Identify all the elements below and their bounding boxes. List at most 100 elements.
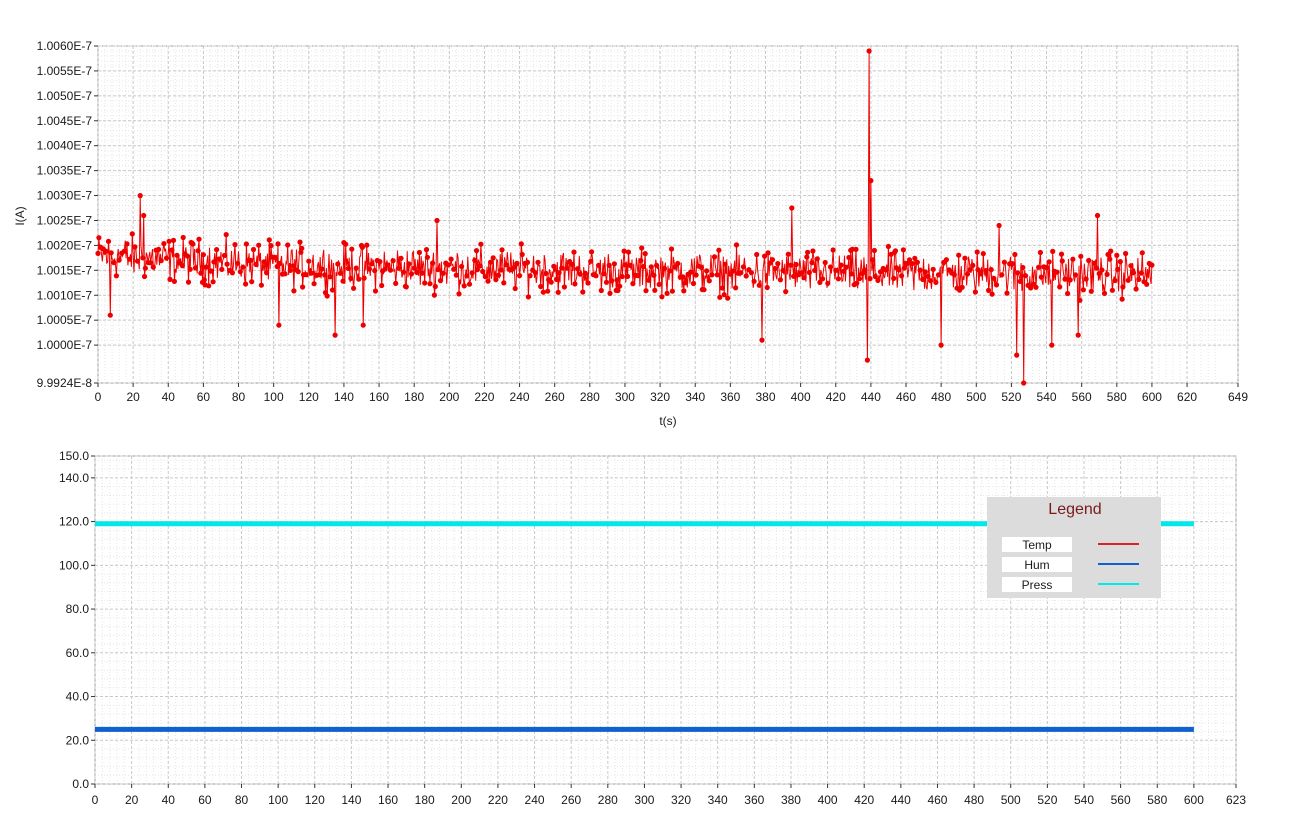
current-data-point (669, 288, 676, 294)
x-tick-label: 623 (1226, 793, 1246, 807)
x-tick-label: 200 (451, 793, 471, 807)
x-tick-label: 60 (198, 793, 212, 807)
current-data-point (532, 270, 539, 276)
current-data-point (1136, 276, 1142, 282)
current-data-point (256, 242, 262, 248)
current-data-point (1112, 277, 1118, 284)
x-tick-label: 340 (708, 793, 728, 807)
current-data-point (1033, 284, 1039, 290)
x-tick-label: 280 (598, 793, 618, 807)
current-data-point (983, 268, 989, 274)
current-data-point (187, 266, 193, 272)
current-data-point (369, 261, 375, 267)
current-data-point (287, 267, 293, 273)
x-tick-label: 220 (488, 793, 508, 807)
current-data-point (672, 264, 678, 270)
current-data-point (277, 260, 283, 267)
current-data-point (141, 273, 148, 280)
x-tick-label: 120 (305, 793, 325, 807)
current-data-point (733, 242, 740, 248)
current-data-point (989, 291, 995, 297)
current-data-point (387, 267, 394, 273)
x-tick-label: 220 (474, 390, 494, 404)
current-data-point (445, 262, 451, 268)
y-tick-label: 150.0 (59, 449, 89, 463)
current-data-point (237, 269, 243, 275)
current-data-point (511, 264, 517, 270)
current-data-point (933, 279, 939, 285)
current-data-point (348, 275, 354, 281)
current-data-point (390, 258, 396, 264)
current-data-point (809, 260, 815, 266)
current-data-point (917, 267, 923, 273)
current-data-point (709, 272, 715, 278)
current-data-point (614, 277, 620, 283)
current-data-point (681, 288, 687, 294)
current-data-point (332, 332, 338, 338)
current-data-point (1107, 256, 1113, 262)
y-tick-label: 1.0025E-7 (37, 213, 93, 227)
current-data-point (864, 357, 871, 363)
current-data-point (962, 255, 968, 261)
current-data-point (920, 276, 926, 282)
current-data-point (185, 253, 191, 259)
current-data-point (856, 276, 863, 282)
current-data-point (322, 272, 328, 278)
x-tick-label: 160 (369, 390, 389, 404)
current-data-point (841, 268, 847, 274)
current-data-point (1021, 380, 1027, 386)
current-data-point (1120, 284, 1126, 290)
y-tick-label: 1.0010E-7 (37, 288, 93, 302)
current-data-point (105, 238, 112, 244)
x-tick-label: 0 (95, 390, 102, 404)
current-data-point (1059, 258, 1065, 264)
x-tick-label: 380 (755, 390, 775, 404)
legend-label-hum: Hum (1024, 558, 1049, 572)
current-data-point (777, 277, 784, 283)
legend: Legend Temp Hum Press (987, 497, 1161, 598)
current-data-point (725, 295, 731, 301)
current-data-point (1014, 352, 1020, 358)
current-data-point (456, 291, 462, 297)
current-data-point (656, 281, 662, 287)
current-data-point (185, 279, 192, 285)
current-data-point (163, 255, 170, 261)
current-data-point (654, 262, 660, 268)
current-data-point (276, 322, 282, 328)
environment-chart-y-ticks: 0.0 20.0 40.0 60.0 80.0 100.0 120.0 140.0 150.0 (59, 449, 95, 791)
current-data-point (582, 270, 589, 276)
current-data-point (459, 263, 465, 270)
current-data-point (432, 283, 438, 290)
current-data-point (814, 256, 820, 262)
x-tick-label: 260 (561, 793, 581, 807)
current-data-point (203, 264, 209, 270)
x-tick-label: 500 (966, 390, 986, 404)
current-data-point (717, 294, 723, 300)
current-data-point (299, 245, 305, 251)
current-data-point (543, 270, 549, 277)
current-data-point (993, 282, 1000, 288)
current-data-point (466, 281, 473, 287)
current-data-point (1144, 281, 1150, 287)
current-data-point (615, 287, 621, 294)
current-data-point (896, 267, 902, 273)
current-data-point (490, 255, 496, 261)
current-data-point (561, 284, 568, 290)
current-data-point (295, 269, 301, 275)
current-data-point (229, 270, 235, 276)
current-data-point (843, 264, 849, 270)
current-data-point (598, 287, 604, 294)
environment-chart-x-ticks: 0 20 40 60 80 100 120 140 160 180 200 220 240 260 280 3… (92, 784, 1246, 807)
current-data-point (434, 217, 440, 224)
x-tick-label: 340 (685, 390, 705, 404)
current-data-point (512, 285, 518, 292)
current-data-point (477, 263, 483, 269)
current-data-point (493, 277, 499, 283)
y-tick-label: 1.0040E-7 (37, 139, 93, 153)
current-data-point (196, 236, 202, 242)
current-data-point (141, 212, 147, 219)
current-data-point (783, 289, 789, 295)
current-data-point (535, 259, 541, 265)
current-data-point (680, 274, 686, 280)
current-data-point (646, 277, 652, 283)
